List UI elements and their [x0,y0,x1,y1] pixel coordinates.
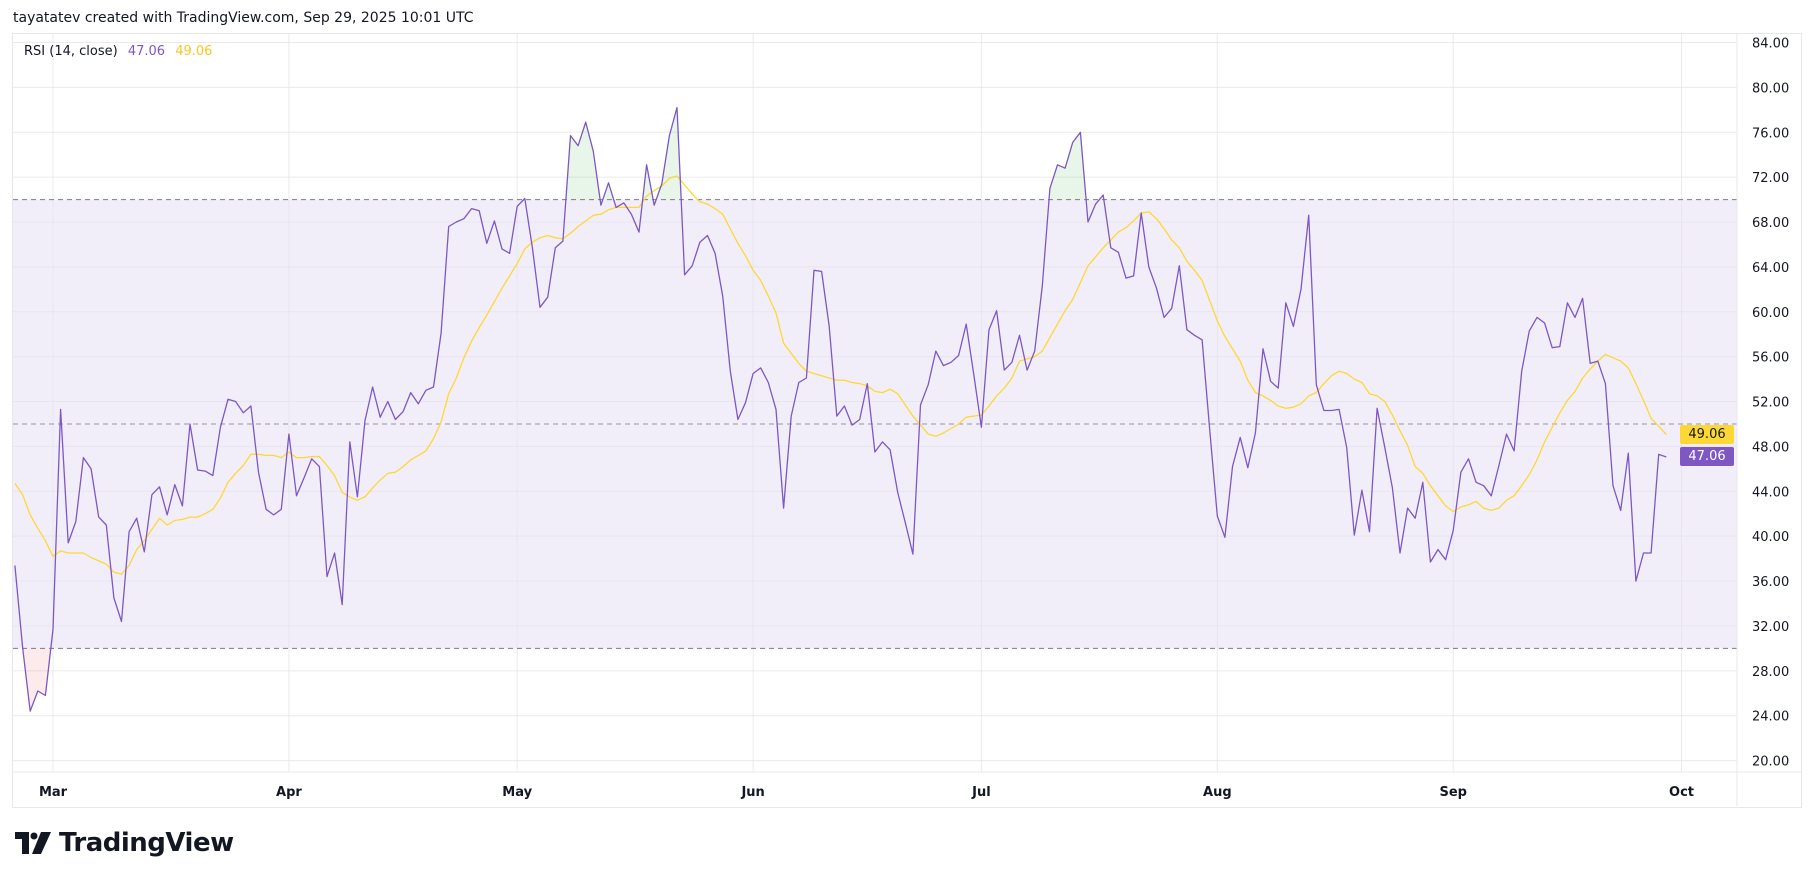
y-tick-label: 36.00 [1752,575,1789,590]
y-tick-label: 64.00 [1752,261,1789,276]
y-tick-label: 60.00 [1752,306,1789,321]
y-tick-label: 84.00 [1752,37,1789,52]
y-tick-label: 52.00 [1752,396,1789,411]
band-layer [13,199,1737,649]
price-axis[interactable]: 20.00 24.00 28.00 32.00 36.00 40.00 44.00 48.00… [1752,37,1789,770]
x-tick-label: Sep [1439,785,1467,800]
legend-ma-value: 49.06 [175,44,213,59]
y-tick-label: 68.00 [1752,216,1789,231]
x-tick-label: Oct [1669,785,1694,800]
x-tick-label: May [502,785,532,800]
y-tick-label: 56.00 [1752,351,1789,366]
tradingview-logo-icon [15,832,51,854]
y-tick-label: 32.00 [1752,620,1789,635]
x-tick-label: Apr [276,785,302,800]
y-tick-label: 72.00 [1752,171,1789,186]
y-tick-label: 28.00 [1752,665,1789,680]
legend-rsi-value: 47.06 [127,44,166,59]
legend-indicator-name: RSI (14, close) [24,44,118,59]
y-tick-label: 44.00 [1752,485,1789,500]
time-axis[interactable]: Mar Apr May Jun Jul Aug Sep Oct [39,785,1694,800]
y-tick-label: 76.00 [1752,126,1789,141]
y-tick-label: 24.00 [1752,710,1789,725]
indicator-legend[interactable]: RSI (14, close) 47.06 49.06 [24,44,218,59]
y-tick-label: 80.00 [1752,81,1789,96]
rsi-ma-line [14,175,1667,575]
y-tick-label: 48.00 [1752,440,1789,455]
x-tick-label: Jun [740,785,764,800]
ma-price-label: 49.06 [1680,424,1734,444]
rsi-price-label: 47.06 [1680,446,1734,466]
x-tick-label: Jul [971,785,991,800]
series-layer [14,106,1667,712]
attribution-header: tayatatev created with TradingView.com, … [13,10,474,26]
tradingview-logo-text: TradingView [59,828,234,858]
chart-panel [12,33,1802,808]
grid-layer [13,34,1737,772]
x-tick-label: Aug [1203,785,1232,800]
oversold-fill [22,648,51,712]
tradingview-logo[interactable]: TradingView [15,828,234,858]
y-tick-label: 20.00 [1752,755,1789,770]
y-tick-label: 40.00 [1752,530,1789,545]
x-tick-label: Mar [39,785,68,800]
rsi-line [14,106,1667,712]
rsi-band-background [13,199,1737,649]
